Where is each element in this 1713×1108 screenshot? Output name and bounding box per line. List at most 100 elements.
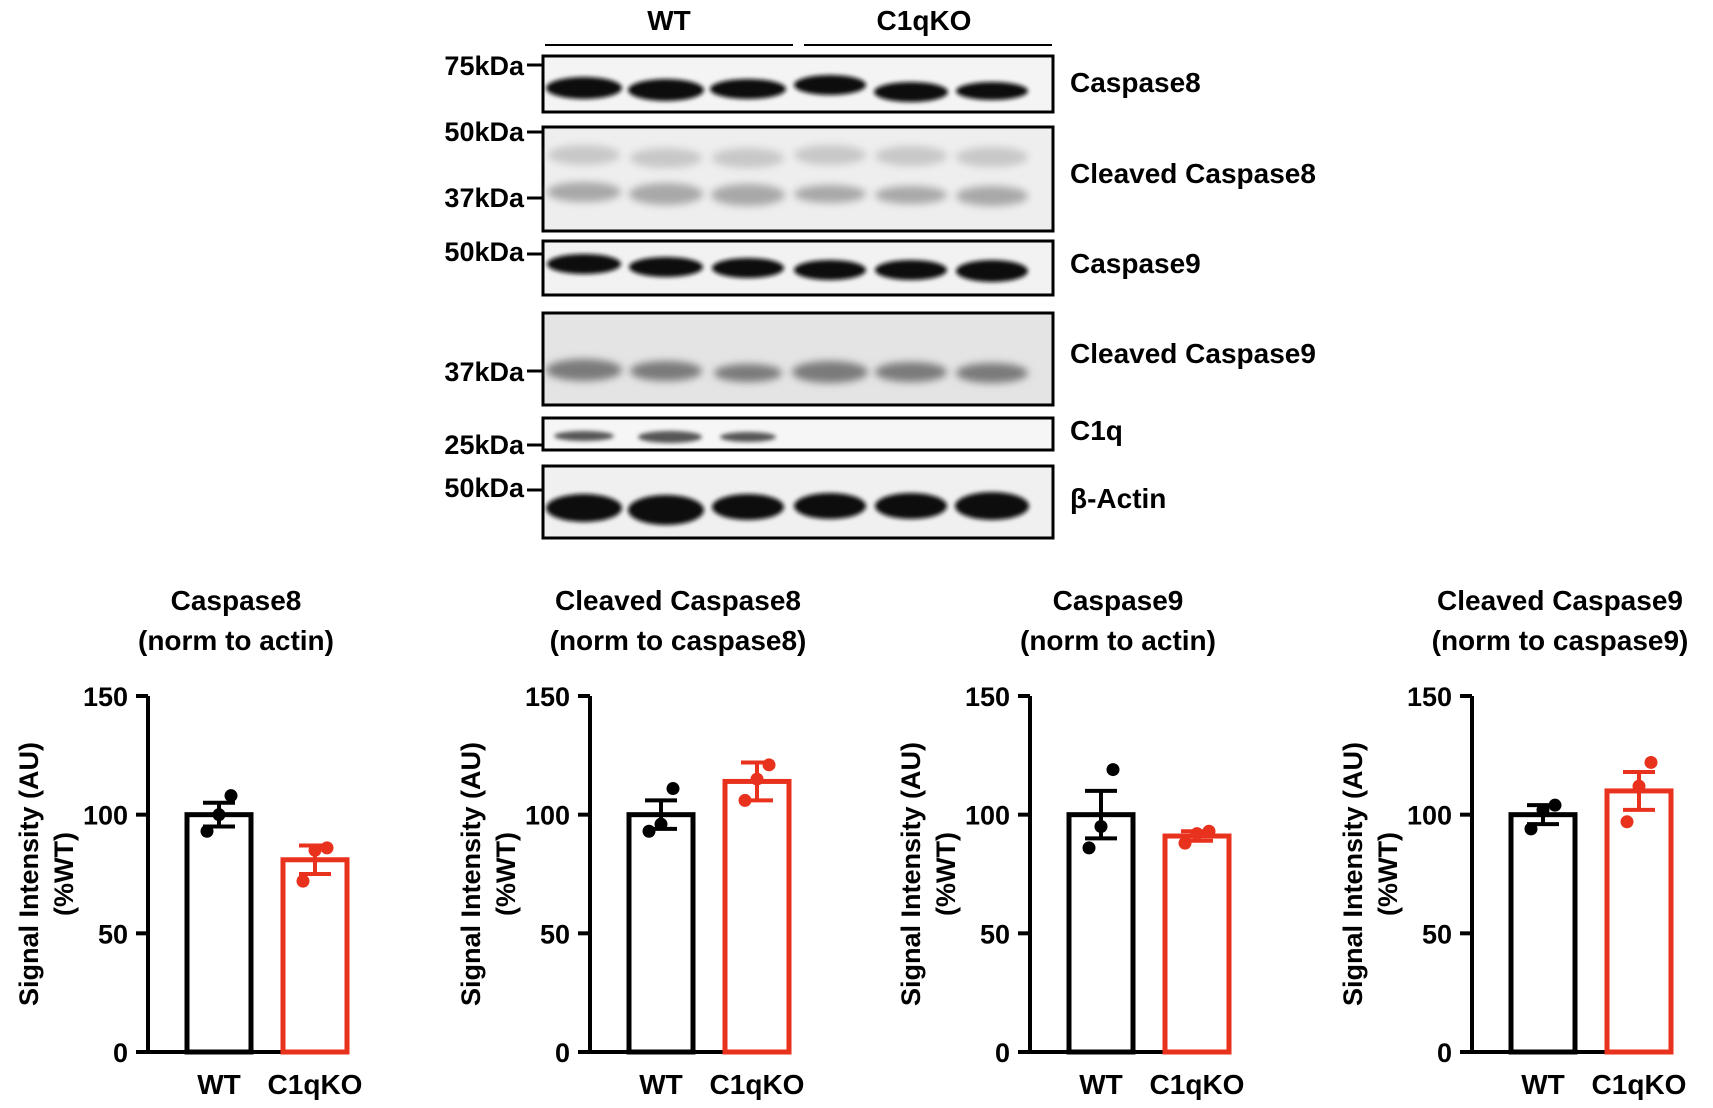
marker-50kda: 50kDa — [444, 117, 525, 147]
chart-subtitle: (norm to actin) — [138, 625, 334, 656]
band-row-c1q — [554, 431, 776, 443]
band-row-cleaved-caspase8-lower — [547, 182, 1028, 206]
y-tick-label: 150 — [83, 682, 128, 712]
y-tick-label: 100 — [1407, 801, 1452, 831]
y-axis-label-unit: (%WT) — [1373, 832, 1403, 916]
x-tick-label: C1qKO — [268, 1069, 363, 1100]
data-point — [762, 758, 776, 772]
data-point — [296, 874, 310, 888]
y-tick-label: 150 — [525, 682, 570, 712]
blot-panel-cleaved-caspase9: Cleaved Caspase9 37kDa — [444, 311, 1316, 407]
y-tick-label: 100 — [965, 801, 1010, 831]
blot-label-caspase8: Caspase8 — [1070, 67, 1201, 98]
data-point — [224, 789, 238, 803]
y-axis-label: Signal Intensity (AU) — [456, 742, 486, 1006]
data-point — [1190, 827, 1204, 841]
marker-37kda: 37kDa — [444, 183, 525, 213]
band-row-cleaved-caspase8-upper — [548, 145, 1028, 168]
data-point — [308, 843, 322, 857]
group-label-wt: WT — [647, 5, 691, 36]
bar-c1qko — [280, 857, 350, 1055]
blot-panel-caspase8: Caspase8 75kDa — [444, 51, 1201, 114]
marker-25kda: 25kDa — [444, 430, 525, 460]
bar-c1qko — [1604, 788, 1674, 1055]
data-point — [1644, 755, 1658, 769]
y-axis-label-unit: (%WT) — [49, 832, 79, 916]
y-tick-label: 150 — [1407, 682, 1452, 712]
marker-50kda: 50kDa — [444, 237, 525, 267]
data-point — [200, 824, 214, 838]
blot-label-cleaved-caspase9: Cleaved Caspase9 — [1070, 338, 1316, 369]
x-tick-label: WT — [1521, 1069, 1565, 1100]
marker-37kda: 37kDa — [444, 357, 525, 387]
group-label-c1qko: C1qKO — [877, 5, 972, 36]
blot-panel-c1q: C1q 25kDa — [444, 415, 1122, 460]
chart-title: Cleaved Caspase9 — [1437, 585, 1683, 616]
chart-title: Cleaved Caspase8 — [555, 585, 801, 616]
y-tick-label: 150 — [965, 682, 1010, 712]
chart-panel-3: Cleaved Caspase9 (norm to caspase9) Signal… — [1338, 585, 1688, 1100]
blot-panel-beta-actin: β-Actin 50kDa — [444, 464, 1166, 540]
chart-panel-1: Cleaved Caspase8 (norm to caspase8) Signal… — [456, 585, 806, 1100]
marker-50kda: 50kDa — [444, 473, 525, 503]
band-row-caspase8 — [546, 75, 1028, 102]
chart-subtitle: (norm to caspase8) — [550, 625, 807, 656]
x-tick-label: WT — [197, 1069, 241, 1100]
bar-wt — [1508, 812, 1578, 1055]
data-point — [1094, 820, 1108, 834]
blot-panel-caspase9: Caspase9 50kDa — [444, 237, 1201, 297]
x-tick-label: WT — [639, 1069, 683, 1100]
data-point — [1632, 779, 1646, 793]
data-point — [750, 772, 764, 786]
band-row-caspase9 — [547, 254, 1028, 282]
data-point — [212, 808, 226, 822]
western-blot: WT C1qKO Caspase8 75kDa — [444, 5, 1316, 540]
band-row-beta-actin — [546, 492, 1029, 525]
y-axis-label-unit: (%WT) — [931, 832, 961, 916]
data-point — [738, 793, 752, 807]
data-point — [1082, 841, 1096, 855]
y-axis-label: Signal Intensity (AU) — [896, 742, 926, 1006]
blot-label-beta-actin: β-Actin — [1070, 483, 1166, 514]
data-point — [1536, 803, 1550, 817]
y-tick-label: 100 — [83, 801, 128, 831]
data-point — [666, 782, 680, 796]
x-tick-label: C1qKO — [710, 1069, 805, 1100]
bar-wt — [1066, 812, 1136, 1055]
chart-subtitle: (norm to caspase9) — [1432, 625, 1689, 656]
data-point — [320, 841, 334, 855]
blot-label-caspase9: Caspase9 — [1070, 248, 1201, 279]
bar-c1qko — [722, 778, 792, 1055]
data-point — [1524, 822, 1538, 836]
y-tick-label: 50 — [1422, 919, 1452, 949]
data-point — [1548, 798, 1562, 812]
y-tick-label: 50 — [98, 919, 128, 949]
y-axis-label: Signal Intensity (AU) — [1338, 742, 1368, 1006]
chart-title: Caspase9 — [1053, 585, 1184, 616]
x-tick-label: C1qKO — [1592, 1069, 1687, 1100]
chart-subtitle: (norm to actin) — [1020, 625, 1216, 656]
data-point — [1620, 815, 1634, 829]
y-tick-label: 0 — [995, 1038, 1010, 1068]
chart-panel-2: Caspase9 (norm to actin) Signal Intensity … — [896, 585, 1244, 1100]
data-point — [1202, 824, 1216, 838]
y-tick-label: 0 — [113, 1038, 128, 1068]
bar-c1qko — [1162, 833, 1232, 1055]
y-tick-label: 0 — [555, 1038, 570, 1068]
chart-title: Caspase8 — [171, 585, 302, 616]
bar-charts: Caspase8 (norm to actin) Signal Intensity … — [14, 585, 1688, 1100]
bar-wt — [184, 812, 254, 1055]
chart-panel-0: Caspase8 (norm to actin) Signal Intensity … — [14, 585, 362, 1100]
blot-panel-cleaved-caspase8: Cleaved Caspase8 50kDa 37kDa — [444, 117, 1316, 233]
y-axis-label: Signal Intensity (AU) — [14, 742, 44, 1006]
y-axis-label-unit: (%WT) — [491, 832, 521, 916]
x-tick-label: C1qKO — [1150, 1069, 1245, 1100]
marker-75kda: 75kDa — [444, 51, 525, 81]
x-tick-label: WT — [1079, 1069, 1123, 1100]
blot-label-c1q: C1q — [1070, 415, 1123, 446]
y-tick-label: 100 — [525, 801, 570, 831]
bar-wt — [626, 812, 696, 1055]
blot-label-cleaved-caspase8: Cleaved Caspase8 — [1070, 158, 1316, 189]
data-point — [1178, 836, 1192, 850]
